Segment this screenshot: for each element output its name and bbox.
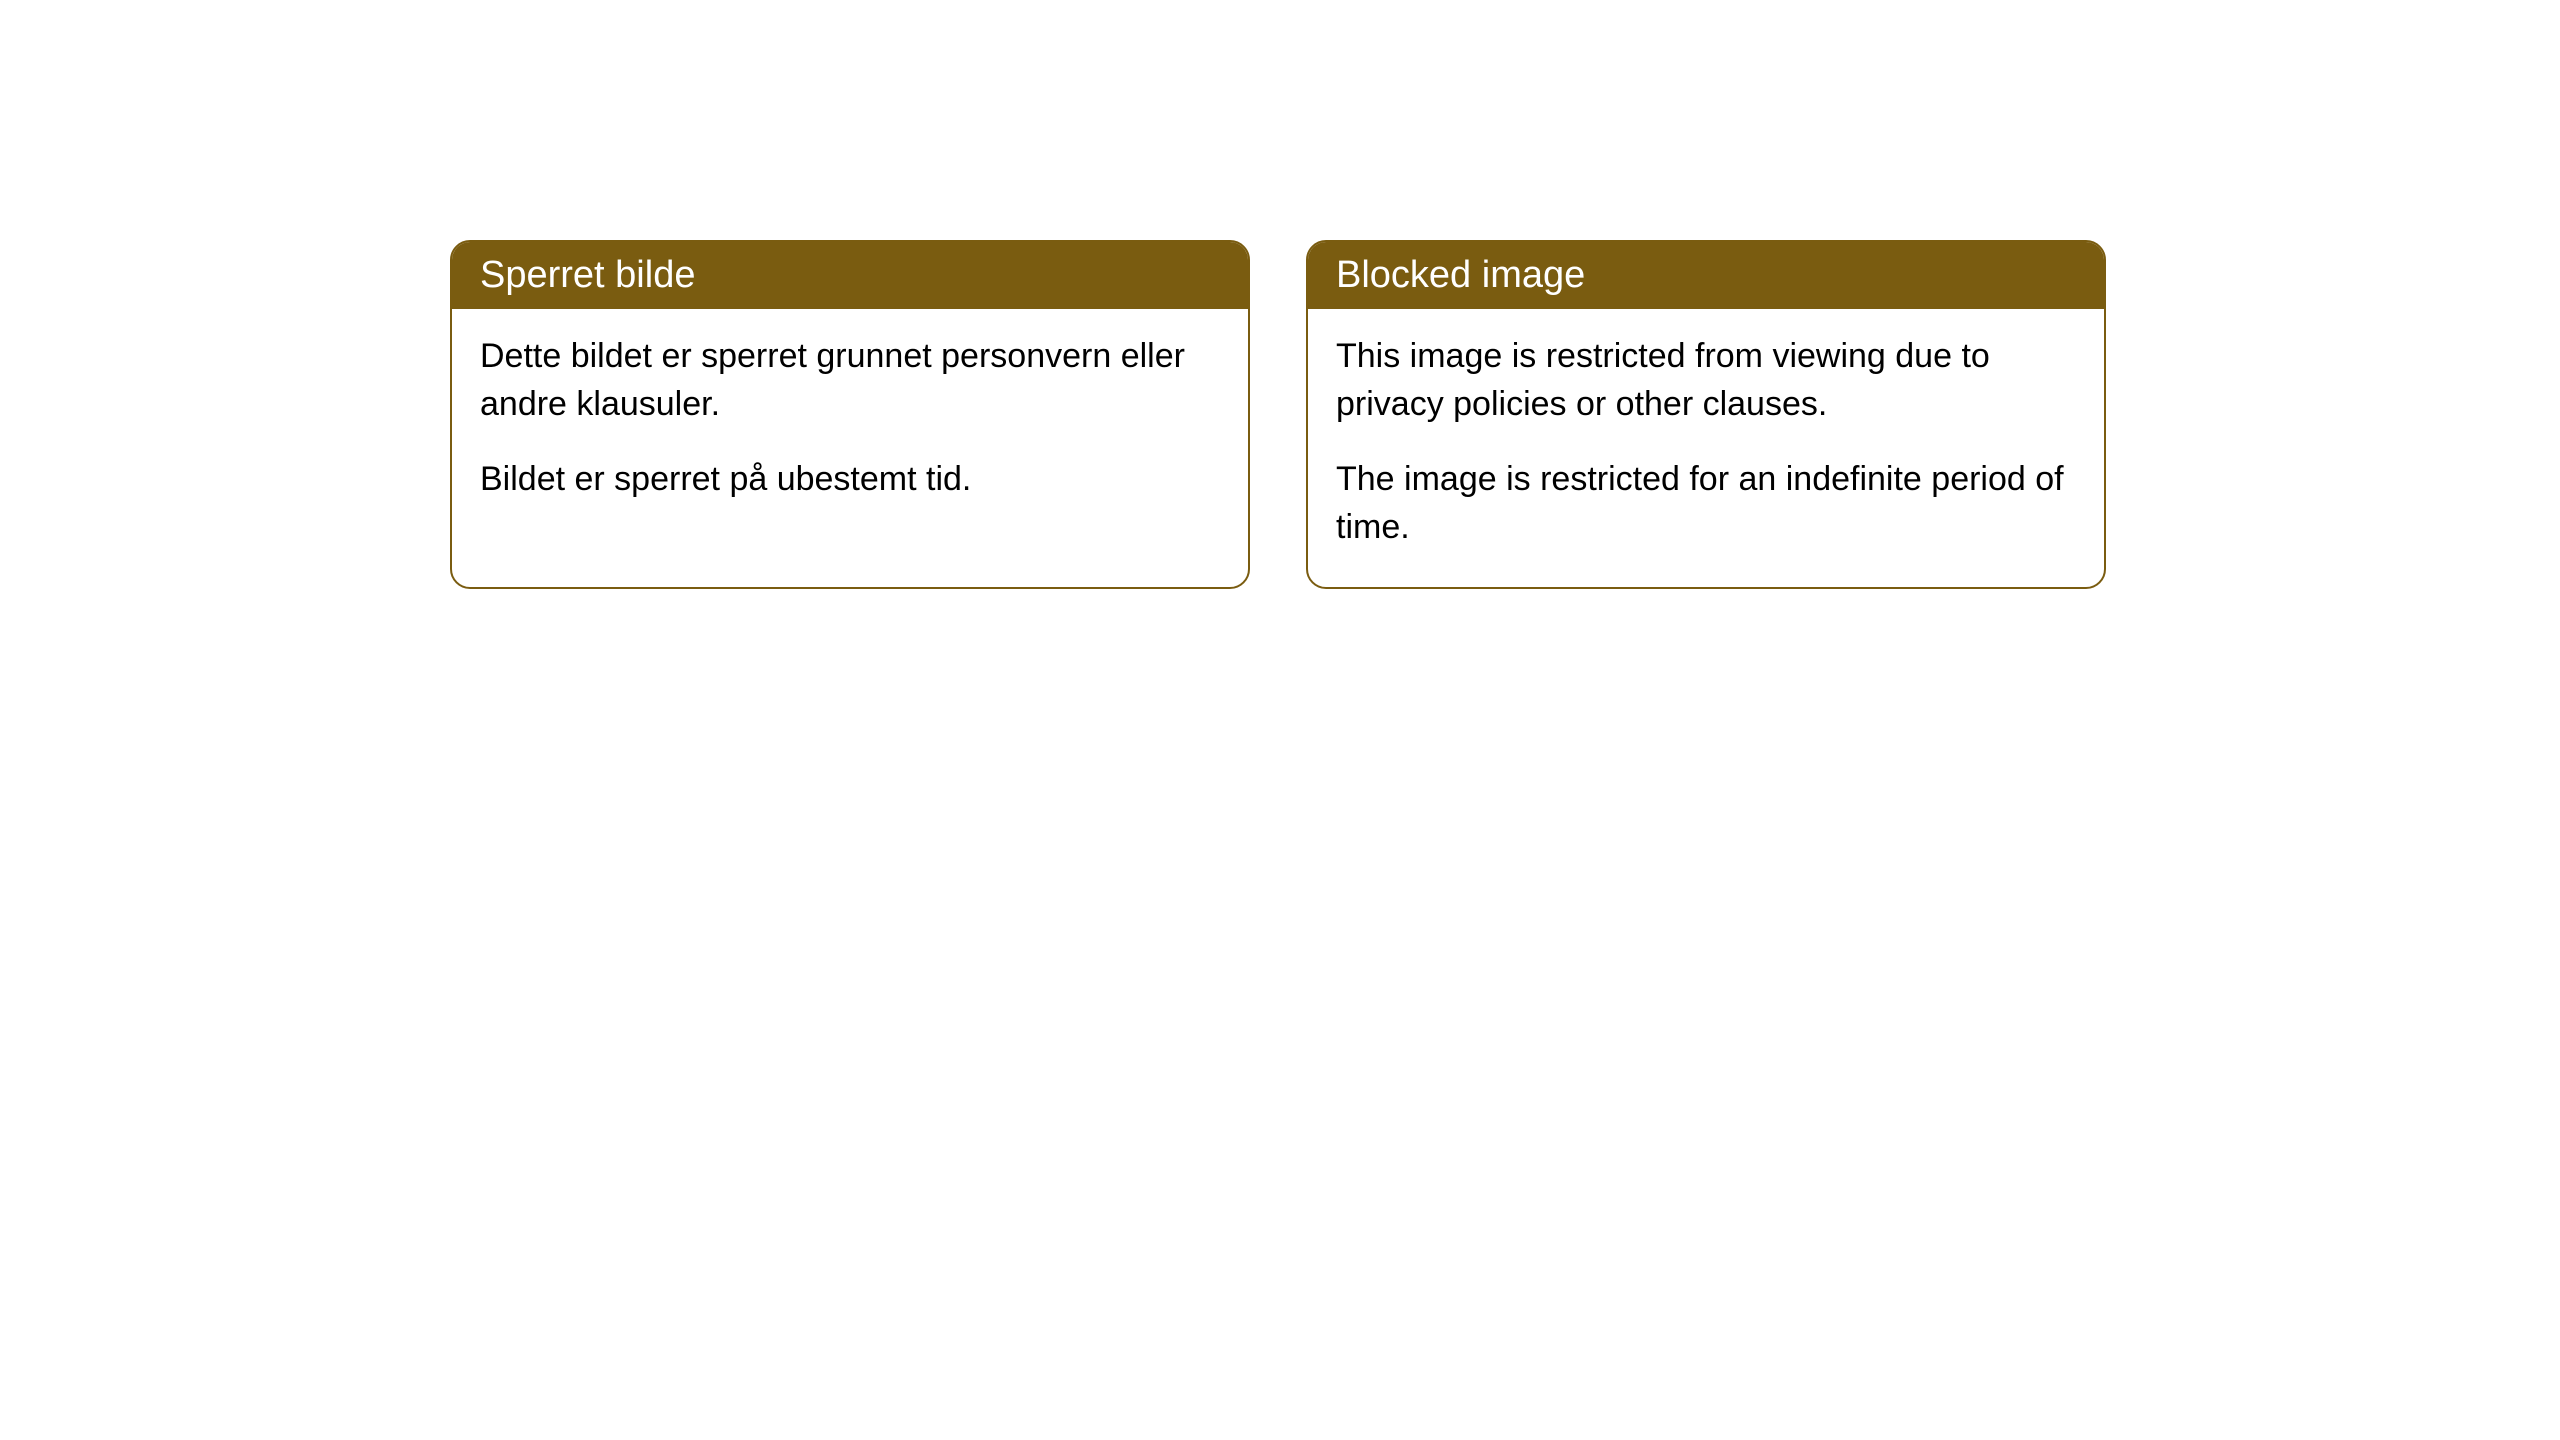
card-title: Blocked image (1336, 254, 1585, 296)
card-header: Sperret bilde (452, 242, 1248, 309)
notice-text-2: The image is restricted for an indefinit… (1336, 456, 2076, 551)
card-header: Blocked image (1308, 242, 2104, 309)
card-title: Sperret bilde (480, 254, 695, 296)
notice-text-2: Bildet er sperret på ubestemt tid. (480, 456, 1220, 504)
card-body: This image is restricted from viewing du… (1308, 309, 2104, 587)
notice-card-norwegian: Sperret bilde Dette bildet er sperret gr… (450, 240, 1250, 589)
card-body: Dette bildet er sperret grunnet personve… (452, 309, 1248, 540)
notice-cards-container: Sperret bilde Dette bildet er sperret gr… (450, 240, 2560, 589)
notice-text-1: Dette bildet er sperret grunnet personve… (480, 333, 1220, 428)
notice-card-english: Blocked image This image is restricted f… (1306, 240, 2106, 589)
notice-text-1: This image is restricted from viewing du… (1336, 333, 2076, 428)
